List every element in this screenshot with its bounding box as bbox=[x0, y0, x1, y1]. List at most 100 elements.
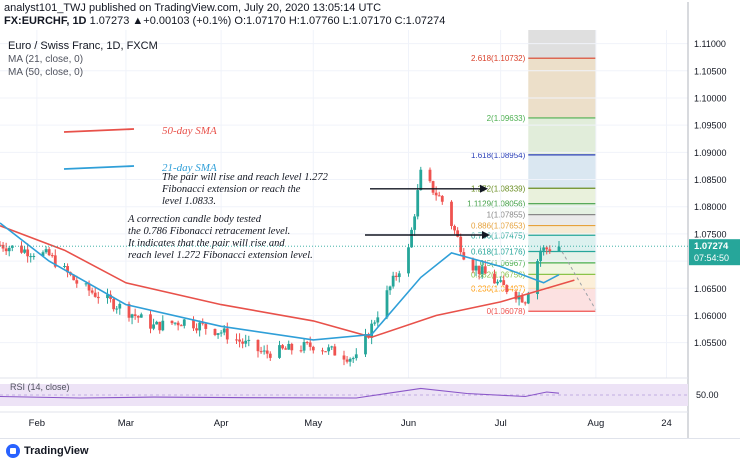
time-tick-label: Mar bbox=[118, 418, 134, 429]
candle-body bbox=[75, 280, 79, 284]
ma21-indicator-label[interactable]: MA (21, close, 0) bbox=[8, 54, 84, 65]
candle-body bbox=[548, 249, 552, 252]
candle-body bbox=[327, 347, 331, 352]
candle-body bbox=[410, 229, 413, 248]
candle-body bbox=[299, 350, 303, 352]
fibonacci-extension-tool[interactable]: 2.618(1.10732) 2(1.09633) 1.618(1.08954) 1.… bbox=[467, 30, 597, 316]
candle-body bbox=[179, 325, 183, 327]
candle-body bbox=[10, 245, 14, 248]
fib-band bbox=[528, 203, 596, 215]
candle-body bbox=[502, 280, 506, 286]
fib-level-label: 0.236(1.06497) bbox=[471, 284, 526, 293]
candle-body bbox=[256, 339, 260, 352]
rsi-pane[interactable]: RSI (14, close) 50.00 bbox=[0, 377, 719, 406]
candle-body bbox=[4, 248, 8, 252]
annotation-text: A correction candle body tested the 0.786… bbox=[127, 214, 313, 261]
price-axis[interactable]: 1.11000 1.10500 1.10000 1.09500 1.09000 1.085… bbox=[0, 2, 740, 438]
candle-body bbox=[542, 247, 546, 251]
candle-body bbox=[496, 281, 499, 284]
candle-body bbox=[66, 266, 69, 273]
candle-body bbox=[41, 252, 45, 256]
price-tick-label: 1.10500 bbox=[694, 66, 727, 76]
candle-body bbox=[26, 249, 30, 257]
candle-body bbox=[505, 285, 509, 293]
current-price-tag bbox=[689, 239, 740, 266]
candle-body bbox=[302, 342, 306, 351]
candle-body bbox=[29, 256, 33, 258]
fib-band bbox=[528, 188, 596, 204]
tradingview-logo[interactable]: TradingView bbox=[6, 444, 89, 458]
candle-body bbox=[397, 273, 401, 278]
candle-body bbox=[311, 346, 315, 351]
candle-body bbox=[348, 358, 352, 362]
candle-body bbox=[419, 169, 423, 191]
candle-body bbox=[96, 296, 100, 299]
candle-body bbox=[161, 320, 165, 331]
candle-body bbox=[324, 351, 327, 353]
candle-body bbox=[370, 323, 374, 338]
candle-body bbox=[247, 339, 251, 341]
candle-body bbox=[373, 322, 377, 324]
fib-band bbox=[528, 117, 596, 155]
price-tick-label: 1.08000 bbox=[694, 202, 727, 212]
candle-body bbox=[413, 216, 417, 230]
candle-body bbox=[290, 343, 294, 351]
price-chart[interactable]: 2.618(1.10732)2(1.09633)1.618(1.08954)1.… bbox=[0, 0, 740, 438]
candle-body bbox=[330, 346, 334, 348]
candle-body bbox=[428, 169, 432, 182]
candle-body bbox=[385, 290, 389, 318]
candle-body bbox=[90, 290, 94, 293]
moving-averages bbox=[0, 222, 575, 341]
time-tick-label: May bbox=[304, 418, 322, 429]
candle-body bbox=[477, 265, 481, 274]
ma50-indicator-label[interactable]: MA (50, close, 0) bbox=[8, 67, 84, 78]
candle-body bbox=[7, 247, 11, 252]
candle-body bbox=[222, 328, 226, 333]
candle-body bbox=[281, 345, 284, 349]
fib-band bbox=[528, 225, 596, 236]
time-axis[interactable]: Feb Mar Apr May Jun Jul Aug 24 bbox=[0, 411, 688, 429]
annotation-line: the 0.786 Fibonacci retracement level. bbox=[128, 226, 290, 237]
candle-body bbox=[483, 266, 487, 274]
price-tick-label: 1.09000 bbox=[694, 148, 727, 158]
candle-body bbox=[201, 322, 205, 324]
price-tick-label: 1.10000 bbox=[694, 93, 727, 103]
footer-bar: TradingView bbox=[0, 438, 740, 464]
candle-body bbox=[182, 319, 186, 326]
candle-body bbox=[342, 355, 346, 360]
candle-body bbox=[170, 320, 174, 324]
fib-band bbox=[528, 154, 596, 189]
candle-body bbox=[93, 292, 97, 297]
annotation-line: Fibonacci extension or reach the bbox=[161, 184, 301, 195]
fib-level-label: 1.272(1.08339) bbox=[471, 184, 526, 193]
candle-body bbox=[499, 280, 503, 282]
candle-body bbox=[305, 342, 309, 344]
price-tick-label: 1.06000 bbox=[694, 311, 727, 321]
candle-body bbox=[118, 303, 122, 309]
candle-body bbox=[284, 348, 288, 350]
candle-body bbox=[72, 274, 76, 281]
candle-body bbox=[152, 324, 155, 329]
candle-body bbox=[545, 247, 549, 250]
tradingview-logo-icon bbox=[6, 444, 20, 458]
grid bbox=[0, 30, 688, 378]
candle-body bbox=[287, 343, 291, 350]
fib-band bbox=[528, 251, 596, 263]
candle-body bbox=[259, 351, 263, 353]
candle-body bbox=[437, 195, 441, 197]
publisher-line: analyst101_TWJ published on TradingView.… bbox=[4, 2, 382, 14]
candle-body bbox=[376, 317, 380, 323]
annotation-line: level 1.0833. bbox=[162, 196, 216, 207]
candle-body bbox=[434, 192, 438, 196]
symbol-label: FX:EURCHF, 1D bbox=[4, 15, 87, 27]
candle-body bbox=[235, 339, 238, 341]
candle-body bbox=[308, 342, 312, 347]
candle-body bbox=[136, 315, 140, 318]
fib-level-label: 2(1.09633) bbox=[487, 114, 526, 123]
candle-body bbox=[198, 322, 202, 331]
current-price-value: 1.07274 bbox=[694, 241, 729, 252]
candle-body bbox=[238, 339, 241, 342]
candle-body bbox=[493, 273, 496, 284]
candle-body bbox=[407, 247, 410, 274]
